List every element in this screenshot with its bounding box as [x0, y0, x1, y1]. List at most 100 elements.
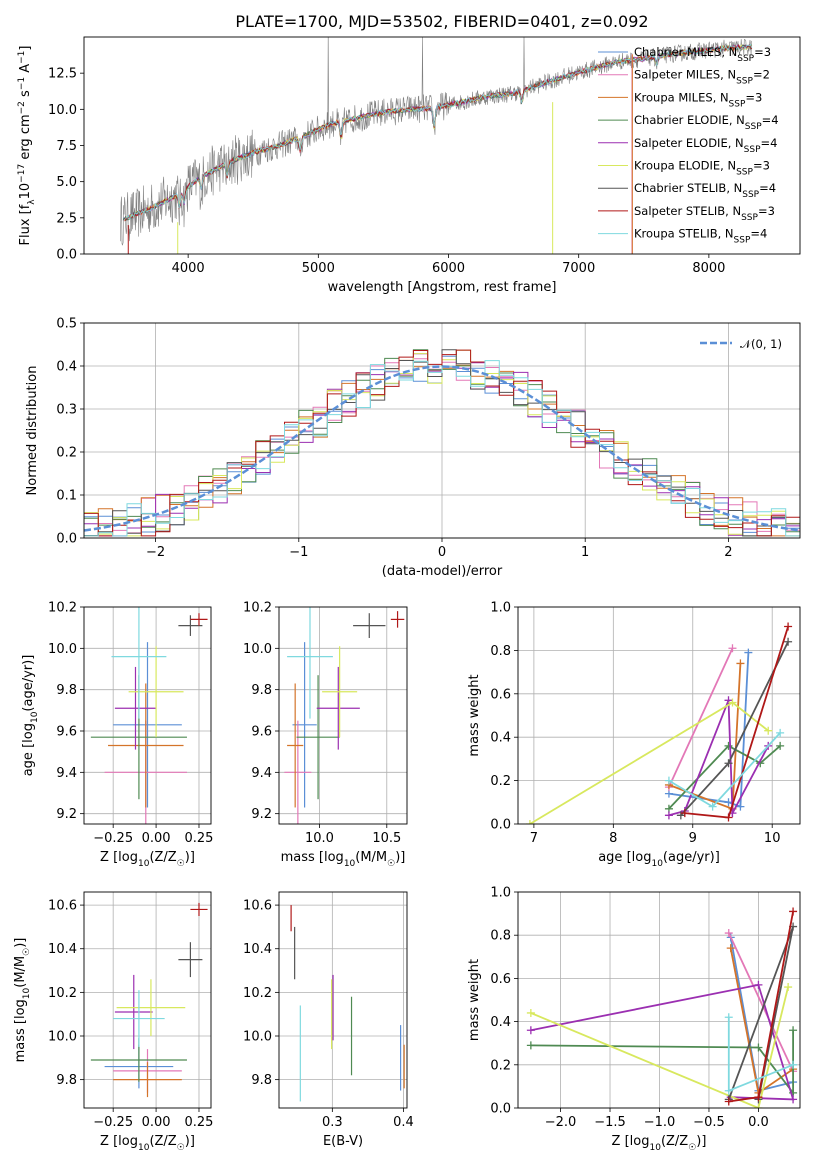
y-tick-label: 10.2 — [48, 601, 77, 616]
x-tick-label: −0.25 — [93, 1115, 133, 1130]
label-part: Salpeter ELODIE, N — [634, 136, 744, 150]
y-tick-label: 9.8 — [251, 1073, 272, 1088]
gaussian-curve — [84, 365, 800, 532]
series-kroupa-elodie — [525, 698, 773, 824]
y-tick-label: 12.5 — [48, 67, 77, 82]
residuals-plot — [84, 349, 800, 537]
y-tick-label: 9.8 — [56, 683, 77, 698]
label-part: ] — [18, 46, 33, 51]
label-part: SSP — [737, 54, 754, 64]
series-marker — [724, 1013, 733, 1022]
y-axis-label: mass weight — [467, 959, 482, 1041]
series-marker — [664, 811, 673, 820]
legend-entry: Salpeter ELODIE, NSSP=4 — [634, 136, 777, 155]
series-marker — [526, 1026, 535, 1035]
residuals-axes: −2 −1 0 1 2 0.0 0.1 0.2 0.3 0.4 0.5 (data-model)/er… — [25, 317, 801, 579]
age_vs_Z-frame — [83, 606, 212, 825]
y-tick-label: 0.0 — [56, 248, 77, 263]
x-tick-label: 4000 — [172, 261, 205, 276]
label-part: ☉ — [177, 859, 185, 869]
label-part: −2 — [17, 101, 27, 114]
label-part: A — [18, 64, 33, 77]
point-kroupa-miles — [287, 683, 304, 808]
x-tick-label: 10 — [764, 831, 781, 846]
label-part: Kroupa ELODIE, N — [634, 159, 736, 173]
label-part: mass [ — [13, 1019, 28, 1062]
label-part: age [ — [21, 743, 36, 776]
series-marker — [784, 983, 793, 992]
y-tick-label: 0.1 — [56, 489, 77, 504]
label-part: SSP — [745, 122, 762, 132]
y-tick-label: 0.0 — [490, 1102, 511, 1117]
label-part: log — [118, 850, 138, 865]
legend-entry: Kroupa STELIB, NSSP=4 — [634, 227, 767, 246]
point-kroupa-stelib — [287, 607, 333, 719]
x-axis-label: mass [log10(M/M☉)] — [281, 850, 406, 869]
label-part: SSP — [736, 168, 753, 178]
series-marker — [526, 1041, 535, 1050]
weight_vs_Z-axes: −2.0 −1.5 −1.0 −0.5 0.0 0.0 0.2 0.4 0.6 0.8 1.0 Z [… — [467, 886, 801, 1153]
label-part: =3 — [753, 159, 770, 173]
series-marker — [789, 907, 798, 916]
point-salpeter-miles — [284, 720, 312, 824]
label-part: wavelength [Angstrom, rest frame] — [328, 280, 557, 295]
label-part: mass weight — [467, 674, 482, 756]
label-part: Salpeter MILES, N — [634, 68, 736, 82]
y-tick-label: 10.2 — [48, 986, 77, 1001]
label-part: 10 — [30, 711, 40, 723]
series-line — [668, 647, 734, 788]
x-tick-label: 7000 — [562, 261, 595, 276]
label-part: =4 — [761, 136, 778, 150]
x-tick-label: 6000 — [432, 261, 465, 276]
point-kroupa-stelib — [111, 607, 167, 719]
label-part: Salpeter STELIB, N — [634, 204, 741, 218]
x-tick-label: 1 — [581, 545, 589, 560]
label-part: Z [ — [100, 1134, 118, 1149]
y-tick-label: 0.5 — [56, 317, 77, 332]
label-part: =4 — [750, 227, 767, 241]
x-axis-label: Z [log10(Z/Z☉)] — [100, 1134, 195, 1153]
label-part: Kroupa STELIB, N — [634, 227, 734, 241]
label-part: )] — [696, 1134, 706, 1149]
x-tick-label: 2 — [724, 545, 732, 560]
mass_vs_Z-plot — [90, 902, 208, 1098]
y-tick-label: 5.0 — [56, 175, 77, 190]
weight_vs_Z-plot — [526, 907, 798, 1108]
label-part: SSP — [744, 145, 761, 155]
series-marker — [754, 980, 763, 989]
series-marker — [784, 637, 793, 646]
mass_vs_Z-axes: −0.25 0.00 0.259.810.010.210.410.6Z [log10… — [13, 891, 213, 1153]
mass_vs_EBV-plot — [290, 905, 405, 1102]
mass_vs_EBV-axes: 0.3 0.4 9.8 10.0 10.2 10.4 10.6 E(B-V) — [243, 891, 414, 1149]
residual-legend: 𝒩(0, 1) — [700, 337, 782, 351]
label-part: (Z/Z — [149, 850, 176, 865]
spectrum-frame — [83, 36, 801, 255]
series-marker — [525, 820, 534, 824]
label-part: SSP — [742, 190, 759, 200]
label-part: )] — [13, 938, 28, 948]
series-marker — [784, 622, 793, 631]
y-axis-label: age [log10(age/yr)] — [21, 655, 40, 777]
series-marker — [724, 741, 733, 750]
label-part: E(B-V) — [323, 1134, 363, 1149]
series-marker — [724, 1086, 733, 1095]
y-tick-label: 10.6 — [243, 899, 272, 914]
age_vs_mass-axes: 10.0 10.5 9.2 9.4 9.6 9.8 10.0 10.2 mass [log10(… — [243, 601, 408, 869]
label-part: ☉ — [22, 948, 32, 956]
label-part: Chabrier STELIB, N — [634, 181, 742, 195]
series-marker — [776, 741, 785, 750]
y-tick-label: 1.0 — [490, 601, 511, 616]
point-salpeter-elodie — [114, 666, 157, 750]
label-part: 10 — [138, 1143, 150, 1153]
label-part: 10 — [650, 1143, 662, 1153]
y-tick-label: 9.6 — [251, 725, 272, 740]
x-axis-label: E(B-V) — [323, 1134, 363, 1149]
y-tick-label: 0.4 — [490, 1015, 511, 1030]
series-marker — [664, 776, 673, 785]
y-tick-label: 10.0 — [243, 1030, 272, 1045]
y-tick-label: 0.6 — [490, 972, 511, 987]
age_vs_Z-axes: −0.25 0.00 0.259.29.49.69.810.010.2Z [log1… — [21, 601, 213, 870]
legend-entry: Kroupa ELODIE, NSSP=3 — [634, 159, 770, 178]
